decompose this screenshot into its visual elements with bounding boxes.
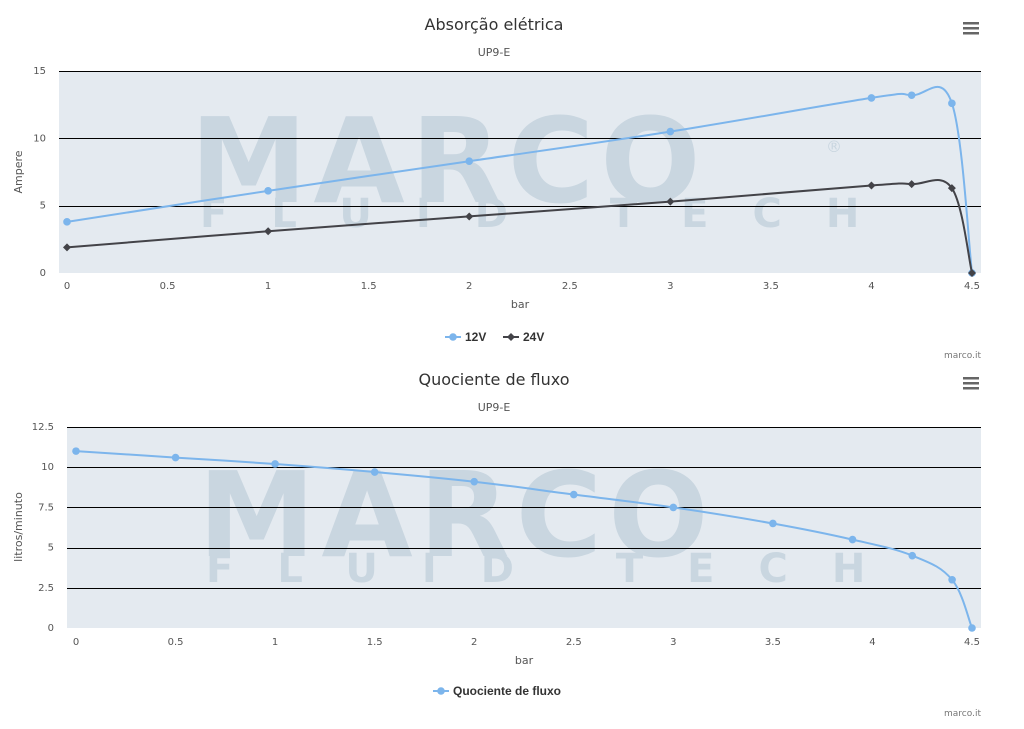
y-tick-label: 12.5 — [32, 422, 54, 433]
legend-item-quociente-de-fluxo[interactable]: Quociente de fluxo — [433, 684, 561, 698]
x-tick-label: 4.5 — [964, 637, 980, 648]
y-grid — [59, 71, 981, 207]
data-point[interactable] — [72, 447, 80, 455]
y-tick-label: 5 — [40, 201, 46, 212]
x-axis-title: bar — [511, 298, 530, 311]
x-tick-label: 4 — [869, 637, 875, 648]
data-point[interactable] — [465, 212, 474, 221]
data-point[interactable] — [465, 157, 474, 166]
legend-symbol-marker[interactable] — [507, 333, 515, 341]
legend-symbol-marker[interactable] — [437, 687, 445, 695]
data-point[interactable] — [769, 519, 777, 528]
x-tick-label: 2 — [466, 281, 472, 292]
y-axis-title: litros/minuto — [12, 492, 25, 562]
credits-link[interactable]: marco.it — [944, 709, 981, 719]
data-point[interactable] — [968, 269, 976, 277]
y-tick-label: 0 — [40, 268, 46, 279]
data-point[interactable] — [264, 227, 273, 236]
y-tick-label: 2.5 — [38, 583, 54, 594]
x-axis-title: bar — [515, 654, 534, 667]
data-point[interactable] — [867, 181, 876, 190]
data-point[interactable] — [370, 468, 379, 476]
y-axis-ticks: 0 5 10 15 — [33, 66, 46, 279]
legend[interactable]: Quociente de fluxo — [433, 684, 561, 698]
legend-label: Quociente de fluxo — [453, 684, 561, 698]
chart-title: Absorção elétrica — [425, 15, 564, 34]
chart-quociente-de-fluxo: MARCO FLUID TECH 0 2.5 5 7.5 10 12.5 0 0.5 1 1.5… — [12, 370, 981, 719]
x-tick-label: 3.5 — [763, 281, 779, 292]
x-axis-ticks: 0 0.5 1 1.5 2 2.5 3 3.5 4 4.5 — [73, 637, 980, 648]
data-point[interactable] — [907, 180, 916, 189]
y-tick-label: 10 — [33, 133, 46, 144]
data-point[interactable] — [947, 184, 956, 193]
x-tick-label: 1 — [265, 281, 271, 292]
y-axis-ticks: 0 2.5 5 7.5 10 12.5 — [32, 422, 54, 634]
x-tick-label: 0 — [73, 637, 79, 648]
hamburger-menu-icon[interactable] — [963, 22, 979, 35]
watermark-sub-text: FLUID TECH — [200, 191, 903, 237]
data-point[interactable] — [848, 535, 857, 544]
x-tick-label: 0 — [64, 281, 70, 292]
y-grid — [67, 427, 981, 589]
chart-subtitle: UP9-E — [478, 46, 511, 59]
y-axis-title: Ampere — [12, 150, 25, 193]
chart-title: Quociente de fluxo — [418, 370, 569, 389]
x-tick-label: 3 — [670, 637, 676, 648]
x-tick-label: 0.5 — [168, 637, 184, 648]
credits-link[interactable]: marco.it — [944, 351, 981, 361]
chart-subtitle: UP9-E — [478, 401, 511, 414]
data-point[interactable] — [171, 453, 180, 462]
y-tick-label: 7.5 — [38, 502, 54, 513]
x-tick-label: 2 — [471, 637, 477, 648]
y-tick-label: 0 — [48, 623, 54, 634]
data-point[interactable] — [666, 127, 675, 136]
y-tick-label: 15 — [33, 66, 46, 77]
x-tick-label: 4 — [868, 281, 874, 292]
legend-item-24v[interactable]: 24V — [503, 330, 544, 344]
x-tick-label: 3.5 — [765, 637, 781, 648]
data-point[interactable] — [63, 218, 71, 226]
y-tick-label: 10 — [41, 462, 54, 473]
x-axis-ticks: 0 0.5 1 1.5 2 2.5 3 3.5 4 4.5 — [64, 281, 980, 292]
data-point[interactable] — [908, 551, 917, 560]
legend-label: 24V — [523, 330, 544, 344]
x-tick-label: 1.5 — [361, 281, 377, 292]
legend[interactable]: 12V 24V — [445, 330, 544, 344]
data-point[interactable] — [948, 575, 956, 584]
data-point[interactable] — [666, 197, 675, 206]
y-tick-label: 5 — [48, 543, 54, 554]
data-point[interactable] — [669, 503, 678, 512]
x-tick-label: 0.5 — [160, 281, 176, 292]
x-tick-label: 2.5 — [562, 281, 578, 292]
data-point[interactable] — [907, 91, 916, 100]
legend-label: 12V — [465, 330, 486, 344]
x-tick-label: 1 — [272, 637, 278, 648]
data-point[interactable] — [968, 624, 976, 632]
x-tick-label: 4.5 — [964, 281, 980, 292]
data-point[interactable] — [867, 94, 876, 102]
data-point[interactable] — [470, 477, 479, 486]
data-point[interactable] — [63, 243, 71, 252]
watermark: MARCO FLUID TECH — [198, 446, 909, 592]
hamburger-menu-icon[interactable] — [963, 377, 979, 390]
series — [72, 447, 976, 632]
data-point[interactable] — [569, 490, 578, 499]
x-tick-label: 1.5 — [367, 637, 383, 648]
data-point[interactable] — [271, 460, 279, 468]
data-point[interactable] — [948, 99, 956, 108]
data-point[interactable] — [264, 187, 272, 195]
watermark-registered-mark: ® — [826, 137, 842, 156]
watermark-main-text: MARCO — [198, 446, 715, 584]
legend-symbol-marker[interactable] — [449, 333, 457, 341]
series — [63, 86, 976, 277]
legend-item-12v[interactable]: 12V — [445, 330, 486, 344]
watermark-sub-text: FLUID TECH — [206, 546, 909, 592]
x-tick-label: 2.5 — [566, 637, 582, 648]
x-tick-label: 3 — [667, 281, 673, 292]
